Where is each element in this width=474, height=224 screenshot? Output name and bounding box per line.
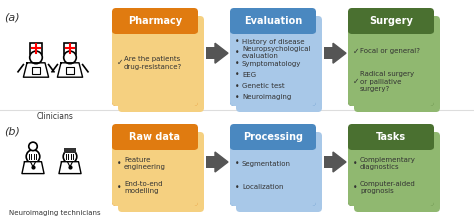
Circle shape	[63, 150, 77, 163]
FancyBboxPatch shape	[348, 8, 434, 34]
Polygon shape	[215, 152, 228, 172]
Circle shape	[64, 51, 76, 64]
Circle shape	[26, 150, 40, 163]
Bar	[64, 148, 76, 153]
FancyBboxPatch shape	[348, 124, 434, 150]
Polygon shape	[215, 43, 228, 63]
FancyBboxPatch shape	[112, 126, 198, 148]
Text: Raw data: Raw data	[129, 132, 181, 142]
Text: Surgery: Surgery	[369, 16, 413, 26]
Text: •: •	[235, 159, 239, 168]
Text: •: •	[235, 183, 239, 192]
Polygon shape	[333, 43, 346, 63]
FancyBboxPatch shape	[348, 126, 434, 206]
Text: Genetic test: Genetic test	[242, 83, 284, 89]
Text: Segmentation: Segmentation	[242, 161, 291, 167]
FancyBboxPatch shape	[348, 146, 434, 206]
FancyBboxPatch shape	[348, 10, 434, 32]
Text: Processing: Processing	[243, 132, 303, 142]
Text: •: •	[235, 48, 239, 57]
Text: •: •	[117, 159, 121, 168]
Text: •: •	[235, 93, 239, 102]
FancyBboxPatch shape	[348, 126, 434, 148]
FancyBboxPatch shape	[230, 126, 316, 148]
Text: •: •	[235, 59, 239, 68]
Text: Neuroimaging technicians: Neuroimaging technicians	[9, 210, 101, 216]
Text: Are the patients
drug-resistance?: Are the patients drug-resistance?	[124, 56, 182, 69]
Text: Processing: Processing	[243, 132, 303, 142]
Text: •: •	[117, 183, 121, 192]
Bar	[32, 67, 40, 74]
Text: Pharmacy: Pharmacy	[128, 16, 182, 26]
FancyBboxPatch shape	[230, 10, 316, 106]
Text: Clinicians: Clinicians	[36, 112, 73, 121]
Text: Symptomatology: Symptomatology	[242, 61, 301, 67]
Polygon shape	[59, 162, 81, 174]
Bar	[324, 156, 334, 168]
Circle shape	[30, 51, 42, 64]
Bar	[324, 47, 334, 59]
FancyBboxPatch shape	[64, 43, 76, 54]
Text: History of disease: History of disease	[242, 39, 304, 45]
Text: Neuropsychological
evaluation: Neuropsychological evaluation	[242, 46, 310, 59]
Text: Radical surgery
or palliative
surgery?: Radical surgery or palliative surgery?	[360, 71, 414, 92]
FancyBboxPatch shape	[118, 132, 204, 212]
FancyBboxPatch shape	[112, 8, 198, 34]
Text: ✓: ✓	[353, 77, 359, 86]
Text: EEG: EEG	[242, 72, 256, 78]
FancyBboxPatch shape	[112, 146, 198, 206]
FancyBboxPatch shape	[118, 16, 204, 112]
Text: Focal or general?: Focal or general?	[360, 48, 420, 54]
Text: Feature
engineering: Feature engineering	[124, 157, 166, 170]
Text: ✓: ✓	[117, 58, 123, 67]
Bar	[206, 47, 216, 59]
Bar	[206, 156, 216, 168]
FancyBboxPatch shape	[230, 30, 316, 106]
Circle shape	[29, 142, 37, 151]
Text: •: •	[235, 37, 239, 46]
Text: Raw data: Raw data	[129, 132, 181, 142]
FancyBboxPatch shape	[230, 8, 316, 34]
Text: Complementary
diagnostics: Complementary diagnostics	[360, 157, 416, 170]
FancyBboxPatch shape	[112, 124, 198, 150]
FancyBboxPatch shape	[230, 124, 316, 150]
FancyBboxPatch shape	[112, 126, 198, 206]
Text: Computer-aided
prognosis: Computer-aided prognosis	[360, 181, 416, 194]
FancyBboxPatch shape	[112, 10, 198, 32]
Text: Pharmacy: Pharmacy	[128, 16, 182, 26]
Text: •: •	[353, 183, 357, 192]
Text: (b): (b)	[4, 126, 20, 136]
Text: Evaluation: Evaluation	[244, 16, 302, 26]
FancyBboxPatch shape	[230, 146, 316, 206]
Text: Evaluation: Evaluation	[244, 16, 302, 26]
Bar	[66, 67, 73, 74]
Text: •: •	[235, 82, 239, 90]
Text: Neuroimaging: Neuroimaging	[242, 94, 291, 100]
FancyBboxPatch shape	[30, 43, 42, 54]
FancyBboxPatch shape	[354, 132, 440, 212]
FancyBboxPatch shape	[236, 16, 322, 112]
Polygon shape	[22, 162, 44, 174]
FancyBboxPatch shape	[112, 10, 198, 106]
Text: (a): (a)	[4, 12, 19, 22]
Text: Surgery: Surgery	[369, 16, 413, 26]
FancyBboxPatch shape	[230, 126, 316, 206]
FancyBboxPatch shape	[236, 132, 322, 212]
Polygon shape	[57, 63, 82, 77]
Polygon shape	[23, 63, 49, 77]
FancyBboxPatch shape	[230, 10, 316, 32]
FancyBboxPatch shape	[112, 30, 198, 106]
Text: Tasks: Tasks	[376, 132, 406, 142]
Text: Tasks: Tasks	[376, 132, 406, 142]
Text: •: •	[353, 159, 357, 168]
Text: ✓: ✓	[353, 47, 359, 56]
Text: Localization: Localization	[242, 184, 283, 190]
Text: •: •	[235, 70, 239, 79]
Text: End-to-end
modelling: End-to-end modelling	[124, 181, 163, 194]
FancyBboxPatch shape	[354, 16, 440, 112]
FancyBboxPatch shape	[348, 30, 434, 106]
Polygon shape	[333, 152, 346, 172]
FancyBboxPatch shape	[348, 10, 434, 106]
